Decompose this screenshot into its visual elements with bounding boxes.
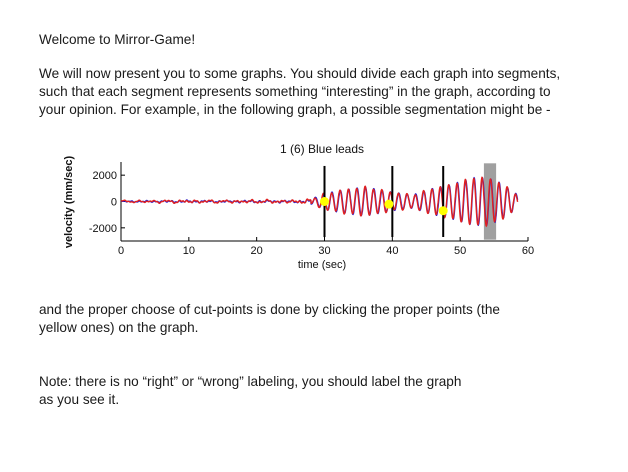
x-tick-label: 30 bbox=[318, 245, 330, 257]
x-tick-label: 50 bbox=[454, 245, 466, 257]
cut-point-marker[interactable] bbox=[320, 197, 329, 206]
cut-point-marker[interactable] bbox=[384, 199, 394, 209]
note-line-2: as you see it. bbox=[39, 392, 120, 407]
x-tick-label: 20 bbox=[251, 245, 263, 257]
y-tick-label: -2000 bbox=[89, 223, 117, 235]
instructions-line-5: yellow ones) on the graph. bbox=[39, 320, 199, 335]
instructions-line-1: We will now present you to some graphs. … bbox=[39, 66, 561, 81]
y-tick-label: 0 bbox=[111, 197, 117, 209]
graph-title: 1 (6) Blue leads bbox=[280, 142, 364, 156]
x-tick-label: 40 bbox=[386, 245, 398, 257]
y-axis-label: velocity (mm/sec) bbox=[63, 156, 75, 249]
welcome-heading: Welcome to Mirror-Game! bbox=[39, 32, 196, 47]
cut-point-marker[interactable] bbox=[438, 206, 448, 216]
x-tick-label: 10 bbox=[183, 245, 195, 257]
instructions-line-3: your opinion. For example, in the follow… bbox=[39, 102, 551, 117]
red-series-line bbox=[120, 176, 519, 228]
note-line-1: Note: there is no “right” or “wrong” lab… bbox=[39, 374, 462, 389]
x-axis-label: time (sec) bbox=[298, 259, 346, 271]
highlight-region bbox=[483, 163, 497, 240]
x-tick-label: 60 bbox=[522, 245, 534, 257]
y-tick-label: 2000 bbox=[93, 170, 117, 182]
instructions-line-2: such that each segment represents someth… bbox=[39, 84, 551, 99]
instructions-line-4: and the proper choose of cut-points is d… bbox=[39, 302, 500, 317]
x-tick-label: 0 bbox=[118, 245, 124, 257]
